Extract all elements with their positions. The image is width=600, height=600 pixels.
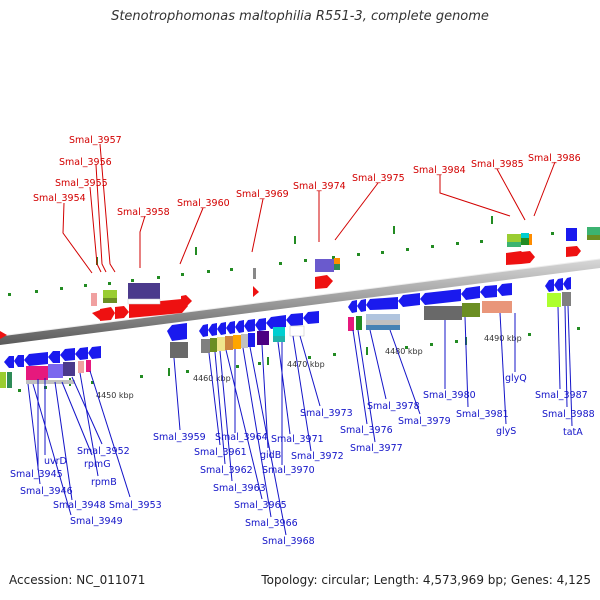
gene-arrow: [100, 307, 115, 321]
gene-label: Smal_3956: [59, 157, 112, 168]
gene-label: Smal_3965: [234, 500, 287, 511]
reverse-genes: [4, 277, 571, 368]
scale-label: 4450 kbp: [96, 391, 134, 400]
feature-box: [103, 298, 117, 303]
accession-text: Accession: NC_011071: [9, 573, 146, 587]
feature-box: [334, 264, 340, 270]
gene-label: Smal_3954: [33, 193, 86, 204]
gene-label: Smal_3980: [423, 390, 476, 401]
feature-box: [529, 234, 532, 245]
gene-label: tatA: [563, 427, 583, 438]
gene-label: rpmB: [91, 477, 117, 488]
gene-label: Smal_3958: [117, 207, 170, 218]
gene-label: Smal_3966: [245, 518, 298, 529]
gene-label: glyS: [496, 426, 516, 437]
gene-label: Smal_3975: [352, 173, 405, 184]
gene-label: Smal_3952: [77, 446, 130, 457]
gene-label: Smal_3988: [542, 409, 595, 420]
gene-label: Smal_3949: [70, 516, 123, 527]
gene-label: Smal_3963: [213, 483, 266, 494]
gene-label: Smal_3977: [350, 443, 403, 454]
gene-label: Smal_3945: [10, 469, 63, 480]
gene-label: gidB: [260, 450, 281, 461]
diagram-title: Stenotrophomonas maltophilia R551-3, com…: [111, 9, 489, 24]
gene-label: Smal_3978: [367, 401, 420, 412]
gene-label: Smal_3984: [413, 165, 466, 176]
scale-label: 4480 kbp: [385, 347, 423, 356]
feature-box: [91, 293, 97, 306]
top-leader-lines: [62, 143, 556, 274]
gene-label: Smal_3973: [300, 408, 353, 419]
gene-label: glyQ: [505, 373, 527, 384]
gene-label: Smal_3971: [271, 434, 324, 445]
gene-label: Smal_3960: [177, 198, 230, 209]
gene-arrow: [566, 246, 581, 257]
feature-box: [566, 228, 577, 241]
gene-label: Smal_3987: [535, 390, 588, 401]
feature-box: [507, 242, 521, 247]
feature-box: [521, 233, 529, 238]
scale-label: 4490 kbp: [484, 334, 522, 343]
gene-label: Smal_3970: [262, 465, 315, 476]
gene-label: Smal_3962: [200, 465, 253, 476]
feature-box: [587, 235, 600, 240]
feature-box: [315, 259, 334, 272]
feature-box: [521, 238, 529, 245]
gene-label: Smal_3948: [53, 500, 106, 511]
gene-label: Smal_3961: [194, 447, 247, 458]
forward-genes: [0, 227, 600, 339]
gene-label: Smal_3964: [215, 432, 268, 443]
gene-label: Smal_3969: [236, 189, 289, 200]
gene-label: Smal_3974: [293, 181, 346, 192]
feature-box: [128, 283, 160, 299]
gene-arrow: [115, 306, 129, 319]
feature-box: [103, 290, 117, 298]
gene-arrow: [0, 331, 7, 339]
gene-label: rpmG: [84, 459, 111, 470]
gene-label: Smal_3959: [153, 432, 206, 443]
genome-backbone: [0, 258, 600, 345]
feature-box: [127, 298, 161, 305]
feature-box: [507, 234, 521, 242]
reverse-feature-boxes: [0, 292, 571, 388]
gene-label: Smal_3953: [109, 500, 162, 511]
genome-summary-text: Topology: circular; Length: 4,573,969 bp…: [261, 573, 591, 587]
gene-label: Smal_3972: [291, 451, 344, 462]
scale-label: 4470 kbp: [287, 360, 325, 369]
feature-box: [334, 258, 340, 264]
gene-arrow: [315, 275, 333, 289]
bottom-labels: uvrD Smal_3945 Smal_3946 rpmG Smal_3952 …: [10, 373, 595, 547]
feature-box: [587, 227, 600, 235]
gene-label: Smal_3981: [456, 409, 509, 420]
top-labels: Smal_3957 Smal_3956 Smal_3955 Smal_3954 …: [33, 135, 581, 218]
gene-arrow: [181, 295, 192, 308]
gene-arrow: [521, 251, 535, 264]
gene-label: Smal_3946: [20, 486, 73, 497]
gene-label: Smal_3986: [528, 153, 581, 164]
gene-label: Smal_3957: [69, 135, 122, 146]
gene-label: Smal_3955: [55, 178, 108, 189]
gene-arrow: [92, 310, 100, 320]
gene-label: Smal_3968: [262, 536, 315, 547]
gene-arrow: [253, 286, 259, 297]
gene-label: Smal_3976: [340, 425, 393, 436]
gene-label: Smal_3985: [471, 159, 524, 170]
gene-label: uvrD: [44, 456, 67, 467]
bottom-leader-lines: [27, 305, 573, 536]
feature-box: [253, 268, 256, 279]
gene-label: Smal_3979: [398, 416, 451, 427]
